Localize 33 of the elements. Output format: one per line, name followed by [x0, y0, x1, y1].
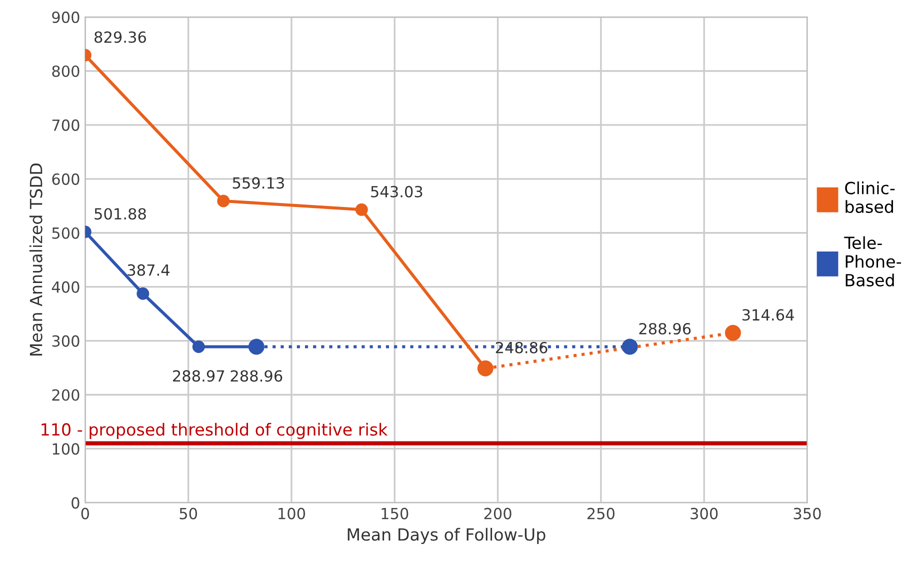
x-tick-label: 0 — [81, 508, 90, 520]
data-label: 387.4 — [128, 264, 170, 276]
y-tick-label: 600 — [52, 173, 80, 185]
x-tick-label: 50 — [180, 508, 198, 520]
legend-label: Clinic- based — [845, 181, 895, 214]
y-tick-label: 100 — [52, 443, 80, 455]
x-axis-title: Mean Days of Follow-Up — [348, 528, 546, 544]
x-tick-label: 100 — [278, 508, 306, 520]
data-label: 543.03 — [371, 186, 422, 198]
legend-label: Tele- Phone- Based — [844, 236, 902, 286]
x-tick-label: 200 — [484, 508, 512, 520]
data-label: 559.13 — [232, 177, 284, 189]
data-label: 314.64 — [742, 309, 794, 321]
data-label: 501.88 — [94, 208, 146, 220]
y-tick-label: 900 — [52, 12, 80, 24]
y-tick-label: 500 — [52, 227, 80, 239]
y-tick-label: 700 — [52, 119, 80, 131]
data-label: 288.97 — [173, 370, 224, 382]
x-tick-label: 350 — [794, 508, 821, 520]
ref-line-label: 110 - proposed threshold of cognitive risk — [42, 422, 388, 440]
y-tick-label: 200 — [52, 389, 80, 401]
x-tick-label: 300 — [690, 508, 718, 520]
x-tick-label: 250 — [587, 508, 614, 520]
y-tick-label: 300 — [52, 335, 80, 347]
data-label: 248.86 — [496, 342, 548, 354]
data-label: 829.36 — [94, 31, 146, 43]
y-tick-label: 800 — [52, 65, 80, 78]
y-axis-title: Mean Annualized TSDD — [29, 164, 42, 356]
data-label: 288.96 — [639, 322, 691, 335]
y-tick-label: 0 — [72, 497, 80, 509]
data-label: 288.96 — [230, 370, 282, 382]
x-tick-label: 150 — [382, 508, 408, 520]
y-tick-label: 400 — [52, 281, 80, 293]
